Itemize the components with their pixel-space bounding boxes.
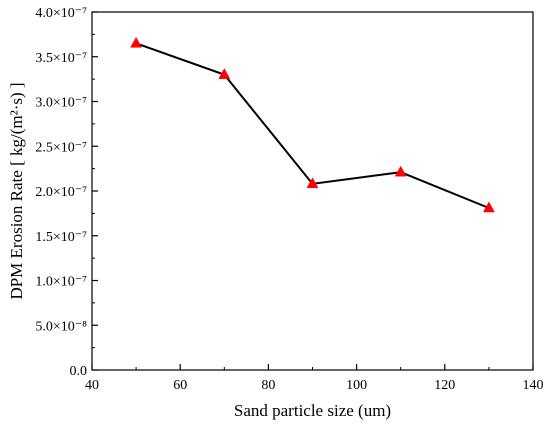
x-tick-label: 80 bbox=[261, 378, 275, 393]
y-axis-title: DPM Erosion Rate [ kg/(m²·s) ] bbox=[7, 82, 26, 299]
y-tick-label: 4.0×10⁻⁷ bbox=[35, 6, 87, 21]
x-tick-label: 60 bbox=[173, 378, 187, 393]
y-tick-label: 3.0×10⁻⁷ bbox=[35, 96, 87, 111]
data-point-marker bbox=[306, 177, 319, 189]
data-point-marker bbox=[130, 36, 143, 48]
y-axis-ticks: 0.0 5.0×10⁻⁸ 1.0×10⁻⁷ 1.5×10⁻⁷ 2.0×10⁻⁷ 2.5×1… bbox=[35, 6, 98, 379]
y-tick-label: 5.0×10⁻⁸ bbox=[35, 319, 87, 334]
data-point-marker bbox=[218, 68, 231, 79]
x-tick-label: 120 bbox=[434, 378, 455, 393]
x-tick-label: 40 bbox=[85, 378, 99, 393]
x-tick-label: 100 bbox=[346, 378, 367, 393]
y-tick-label: 3.5×10⁻⁷ bbox=[35, 51, 87, 66]
minor-ticks bbox=[92, 33, 490, 370]
y-tick-label: 1.5×10⁻⁷ bbox=[35, 230, 87, 245]
series-markers bbox=[130, 36, 495, 213]
y-tick-label: 2.5×10⁻⁷ bbox=[35, 140, 87, 155]
data-point-marker bbox=[394, 165, 407, 177]
x-tick-label: 140 bbox=[523, 378, 544, 393]
x-axis-ticks: 40 60 80 100 120 140 bbox=[85, 364, 544, 393]
plot-frame bbox=[91, 11, 534, 371]
x-axis-title: Sand particle size (um) bbox=[234, 401, 391, 420]
data-point-marker bbox=[482, 201, 495, 213]
y-tick-label: 0.0 bbox=[70, 364, 88, 379]
y-tick-label: 1.0×10⁻⁷ bbox=[35, 275, 87, 290]
y-tick-label: 2.0×10⁻⁷ bbox=[35, 185, 87, 200]
plot-area: 40 60 80 100 120 140 0.0 5.0×10⁻⁸ 1.0×10⁻⁷ 1.5×1… bbox=[35, 6, 543, 393]
